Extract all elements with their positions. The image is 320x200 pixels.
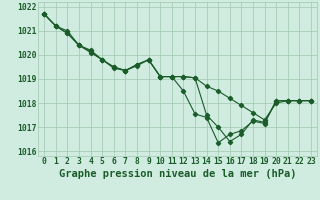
X-axis label: Graphe pression niveau de la mer (hPa): Graphe pression niveau de la mer (hPa) [59, 169, 296, 179]
